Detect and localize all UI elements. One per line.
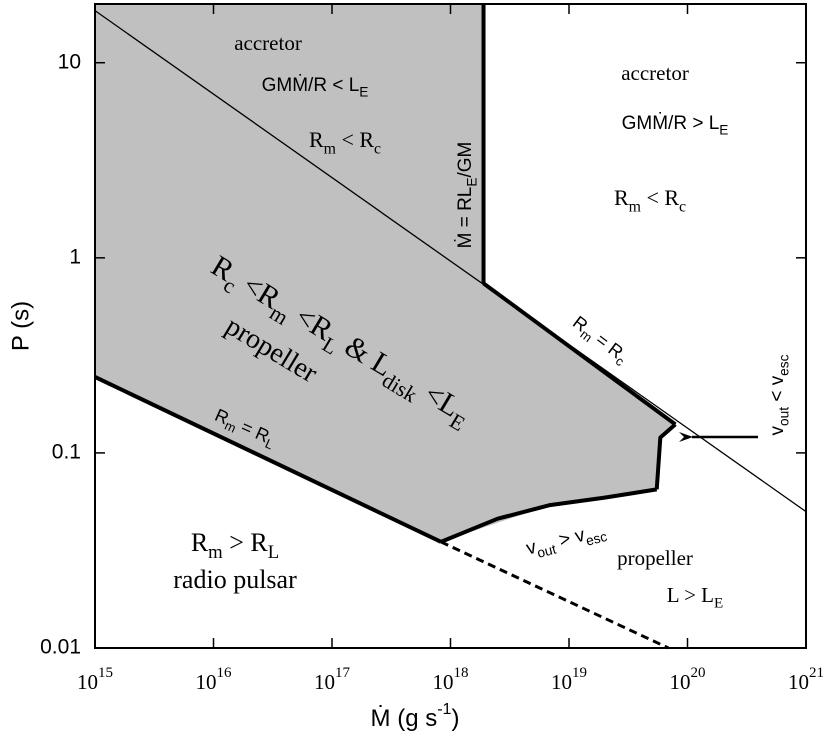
annotation-part: R — [191, 528, 209, 557]
tick-exponent: 20 — [691, 665, 706, 681]
annotation-part: GMṀ/R > L — [622, 113, 720, 134]
annotation-sub: m — [324, 140, 337, 157]
boundary-line — [440, 540, 670, 650]
y-tick-label: 10 — [58, 50, 81, 73]
tick-base: 10 — [314, 670, 335, 694]
annotation: vout < vesc — [767, 354, 791, 435]
tick-exponent: 16 — [217, 665, 233, 681]
annotation: accretor — [621, 61, 689, 85]
annotation: Rm > RL — [191, 528, 279, 563]
annotation: accretor — [234, 31, 302, 55]
annotation-part: < R — [336, 127, 374, 152]
x-label-part: Ṁ (g s — [371, 705, 438, 732]
annotation-part: > R — [223, 528, 269, 557]
annotation: Rm < Rc — [309, 127, 381, 157]
annotation-sub: c — [374, 140, 381, 157]
annotation-sub: m — [208, 542, 223, 563]
annotation-part: accretor — [621, 61, 689, 85]
annotation-sub: out — [536, 541, 558, 560]
boundary-line — [94, 375, 442, 544]
annotation-part: < v — [767, 375, 788, 407]
tick-base: 10 — [77, 670, 98, 694]
annotation-sub: E — [359, 84, 368, 99]
annotation-sub: m — [629, 198, 642, 215]
annotation-sub: esc — [584, 528, 608, 548]
tick-base: 10 — [433, 670, 454, 694]
annotation-part: radio pulsar — [173, 565, 297, 594]
tick-base: 10 — [788, 670, 809, 694]
annotation-part: propeller — [617, 546, 693, 570]
annotation: Ṁ = RLE/GM — [455, 142, 479, 249]
tick-base: 10 — [196, 670, 217, 694]
annotation-part: R — [614, 185, 629, 210]
y-tick-label: 0.1 — [52, 440, 81, 463]
annotation-sub: c — [679, 198, 686, 215]
annotation-part: /GM — [455, 142, 476, 178]
annotation: GMṀ/R < LE — [262, 75, 369, 99]
tick-exponent: 15 — [98, 665, 113, 681]
annotation: Rm = Rc — [567, 312, 633, 370]
annotation: radio pulsar — [173, 565, 297, 594]
annotation-sub: E — [719, 122, 728, 137]
x-label-sup: -1 — [437, 701, 451, 718]
y-tick-label: 0.01 — [40, 636, 81, 659]
annotation-part: L > L — [667, 583, 714, 607]
annotation-sub: esc — [776, 354, 791, 375]
annotation-part: v — [767, 425, 788, 435]
x-tick-label: 1018 — [433, 665, 469, 693]
x-tick-label: 1021 — [788, 665, 824, 693]
annotation-part: > v — [552, 525, 588, 553]
x-tick-label: 1016 — [196, 665, 233, 693]
tick-exponent: 18 — [454, 665, 469, 681]
region — [95, 4, 676, 542]
annotation-part: < R — [641, 185, 679, 210]
x-tick-label: 1015 — [77, 665, 113, 693]
tick-exponent: 19 — [572, 665, 587, 681]
tick-base: 10 — [670, 670, 691, 694]
x-tick-label: 1020 — [670, 665, 706, 693]
annotation-part: Ṁ = RL — [455, 187, 476, 249]
boundary-line — [440, 487, 658, 544]
tick-base: 10 — [551, 670, 572, 694]
y-tick-label: 1 — [69, 245, 81, 268]
boundary-line — [482, 281, 677, 427]
annotation-part: accretor — [234, 31, 302, 55]
y-axis-label: P (s) — [7, 301, 34, 351]
boundary-line — [94, 10, 807, 513]
annotation: L > LE — [667, 583, 723, 612]
tick-exponent: 17 — [335, 665, 351, 681]
annotation-sub: E — [464, 177, 479, 186]
annotation-sub: E — [714, 596, 723, 612]
x-label-part: ) — [451, 705, 459, 732]
annotation-sub: out — [776, 407, 791, 426]
annotation-part: R — [309, 127, 324, 152]
x-tick-label: 1017 — [314, 665, 351, 693]
boundary-line — [654, 422, 677, 490]
annotation-part: GMṀ/R < L — [262, 75, 360, 96]
x-axis-label: Ṁ (g s-1) — [371, 701, 460, 732]
x-tick-label: 1019 — [551, 665, 587, 693]
annotation-sub: L — [268, 542, 279, 563]
annotation: propeller — [617, 546, 693, 570]
annotation: Rm < Rc — [614, 185, 686, 215]
annotation: GMṀ/R > LE — [622, 113, 729, 137]
annotation: vout > vesc — [524, 520, 609, 563]
plot-area — [94, 4, 807, 650]
tick-exponent: 21 — [809, 665, 824, 681]
